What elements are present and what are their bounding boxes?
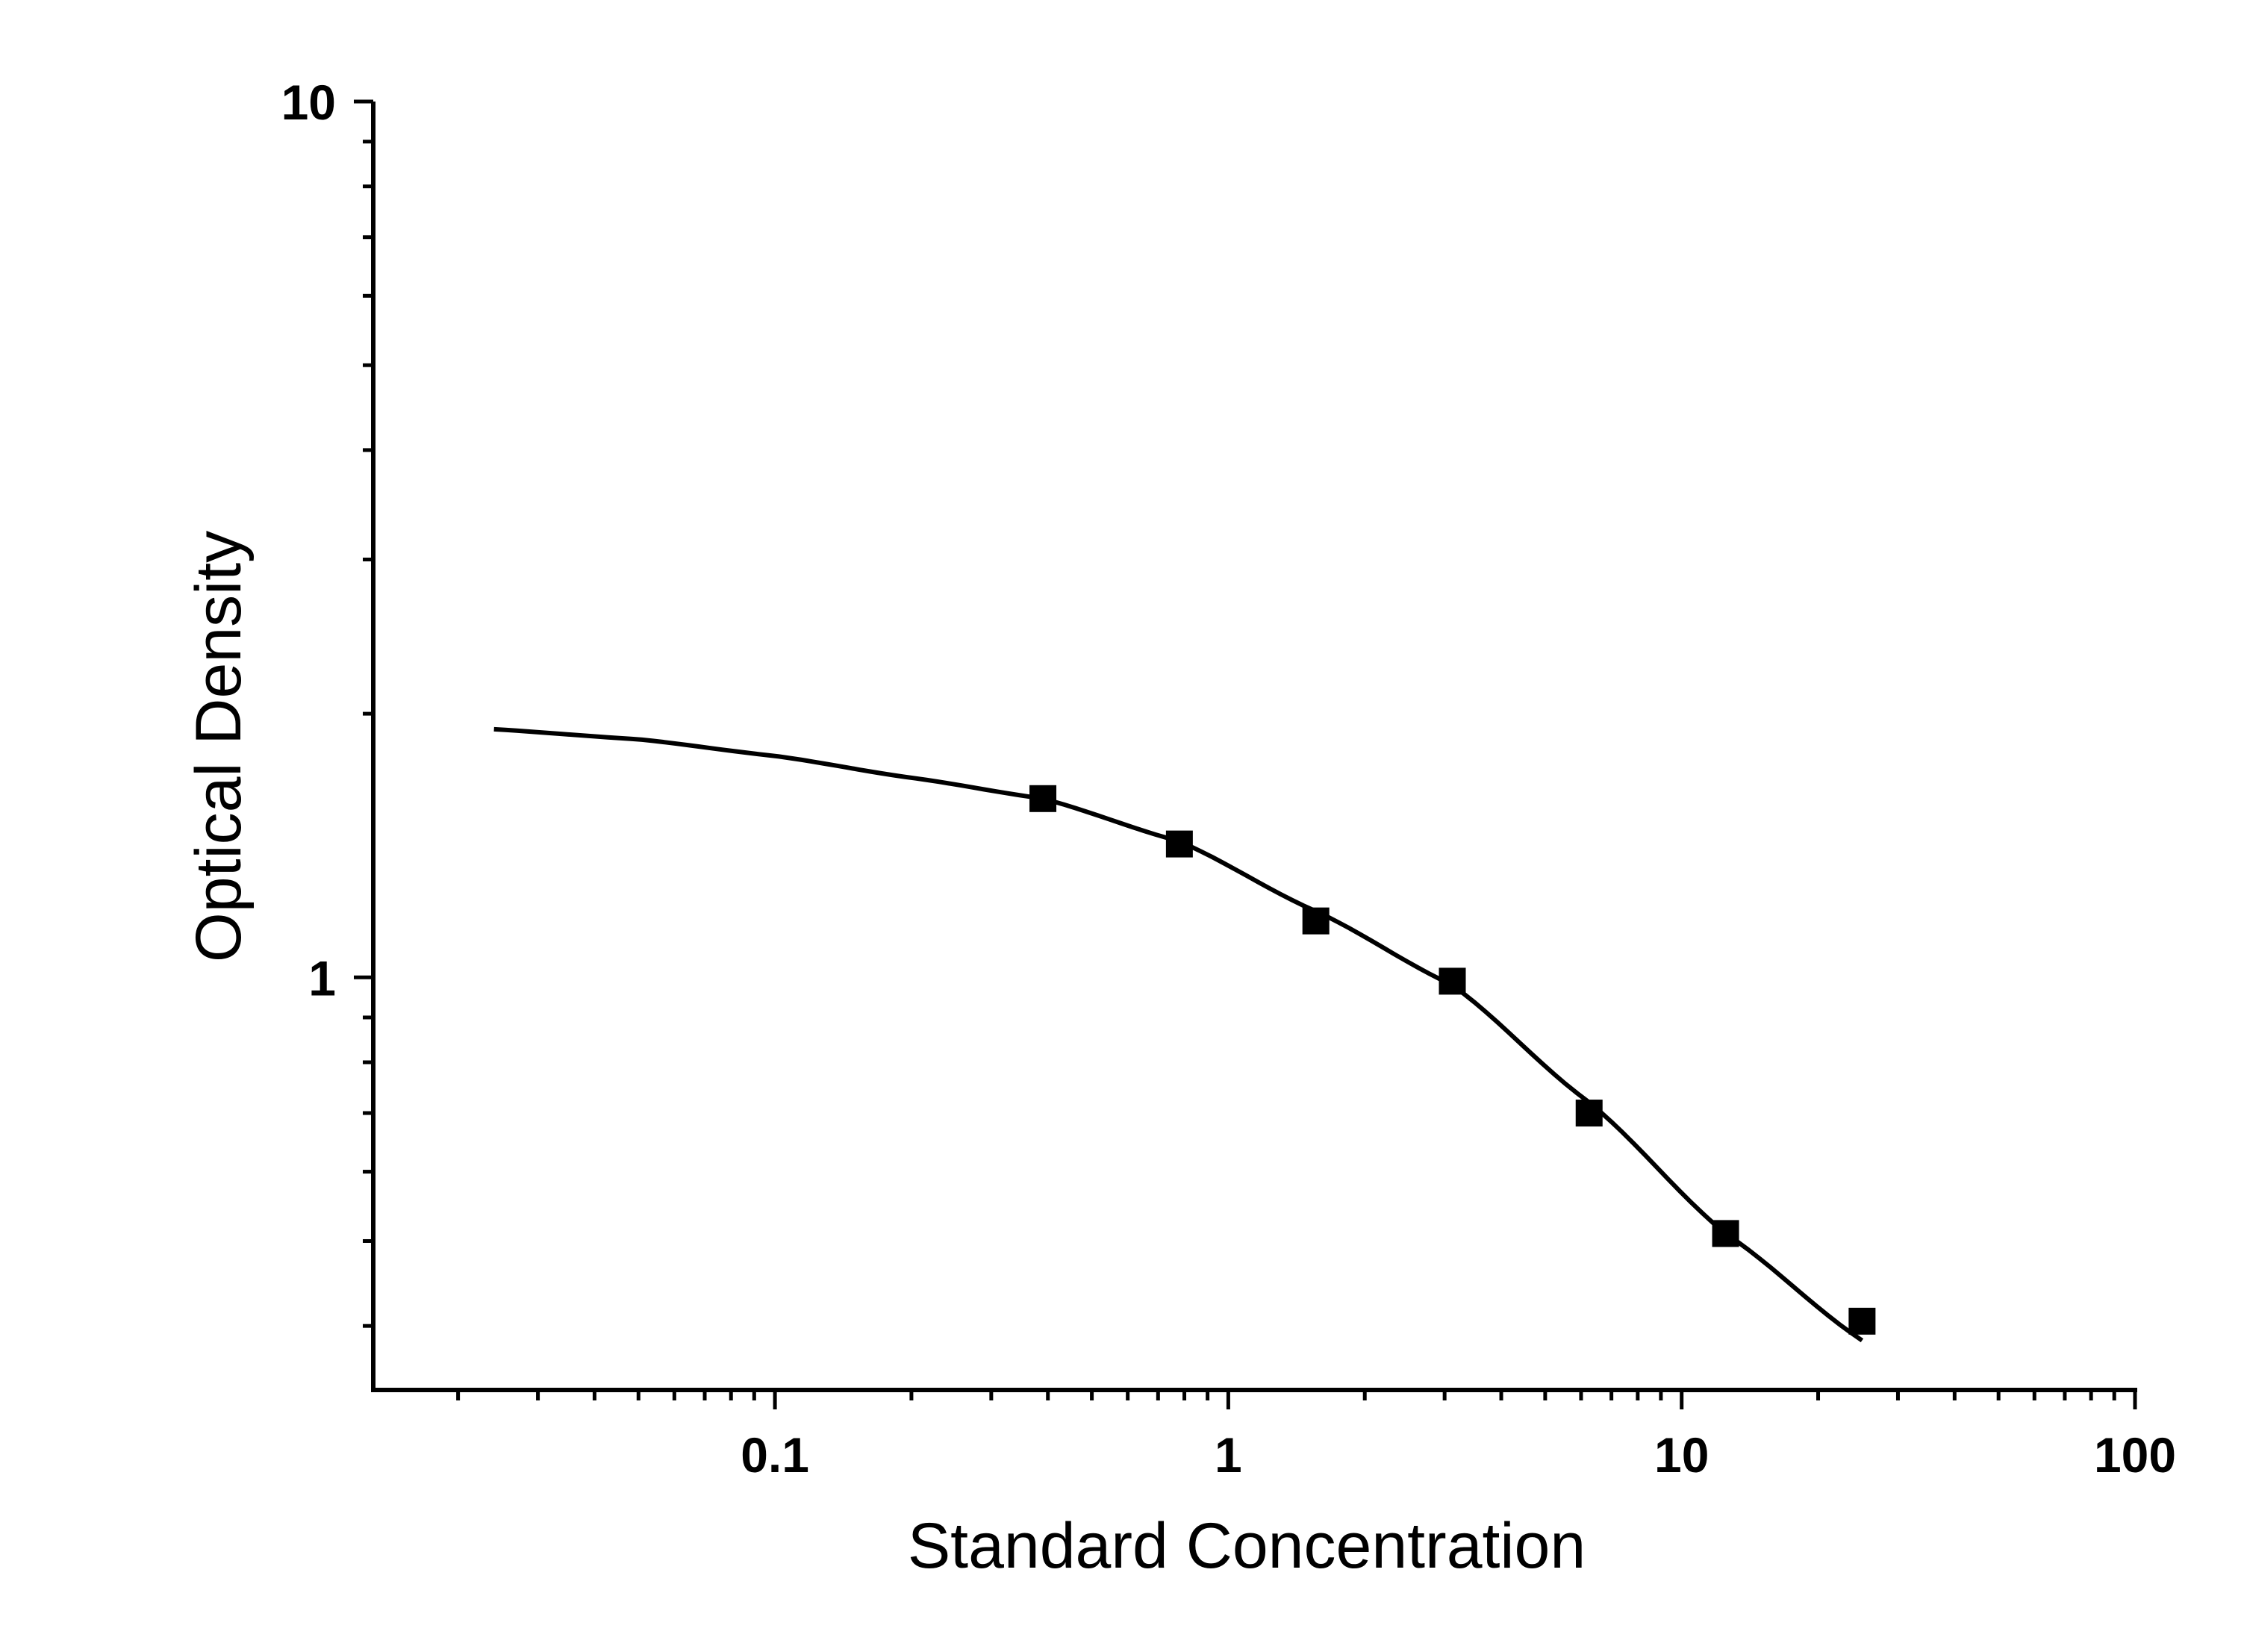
- y-tick-label: 10: [281, 75, 336, 130]
- data-point: [1302, 907, 1330, 935]
- x-tick-label: 100: [2094, 1427, 2176, 1483]
- y-tick-label: 1: [308, 950, 336, 1006]
- data-point: [1575, 1100, 1603, 1127]
- plot-area: [493, 726, 1876, 1343]
- x-tick-label: 10: [1654, 1427, 1709, 1483]
- data-point: [1029, 785, 1057, 812]
- y-axis-title: Optical Density: [183, 531, 255, 962]
- data-point: [1165, 830, 1193, 858]
- data-point: [1712, 1220, 1739, 1247]
- x-axis-ticks: 0.1 1 10 100: [456, 1390, 2176, 1483]
- data-point: [1439, 967, 1466, 995]
- y-axis-ticks: 1 10: [281, 75, 373, 1328]
- data-point: [1848, 1307, 1876, 1335]
- axes: 0.1 1 10 100 1 10: [281, 75, 2176, 1483]
- x-tick-label: 1: [1215, 1427, 1242, 1483]
- x-tick-label: 0.1: [741, 1427, 809, 1483]
- x-axis-title: Standard Concentration: [908, 1510, 1586, 1582]
